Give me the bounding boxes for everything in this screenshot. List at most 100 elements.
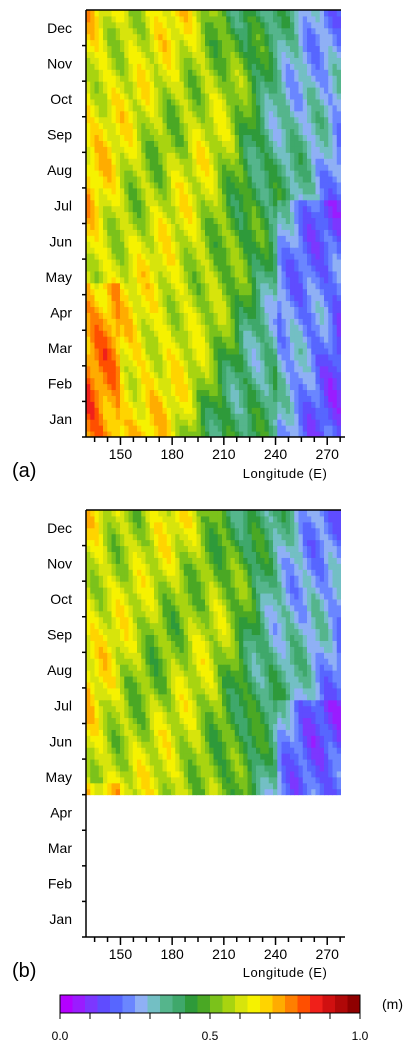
heatmap-cell: [247, 33, 253, 41]
heatmap-cell: [158, 330, 163, 337]
heatmap-cell: [90, 353, 95, 361]
heatmap-cell: [205, 211, 210, 219]
heatmap-cell: [217, 782, 223, 790]
heatmap-cell: [319, 377, 325, 385]
heatmap-cell: [239, 735, 244, 742]
heatmap-cell: [281, 401, 287, 408]
heatmap-cell: [145, 395, 151, 402]
heatmap-cell: [94, 87, 100, 94]
heatmap-cell: [132, 348, 138, 355]
heatmap-cell: [209, 747, 214, 754]
heatmap-cell: [145, 181, 151, 189]
heatmap-cell: [166, 765, 172, 772]
heatmap-cell: [285, 21, 291, 29]
heatmap-cell: [200, 211, 206, 219]
heatmap-cell: [234, 288, 240, 296]
heatmap-cell: [315, 39, 321, 47]
heatmap-cell: [171, 419, 176, 426]
heatmap-cell: [183, 753, 189, 760]
heatmap-cell: [298, 425, 304, 432]
heatmap-cell: [302, 27, 308, 35]
heatmap-cell: [268, 276, 274, 284]
heatmap-cell: [239, 81, 244, 88]
heatmap-cell: [196, 15, 202, 23]
heatmap-cell: [298, 259, 304, 266]
heatmap-cell: [213, 39, 219, 47]
heatmap-cell: [302, 33, 308, 41]
heatmap-cell: [132, 407, 138, 414]
heatmap-cell: [175, 431, 180, 437]
heatmap-cell: [268, 377, 274, 385]
heatmap-cell: [298, 377, 304, 385]
heatmap-cell: [213, 741, 219, 748]
heatmap-cell: [264, 181, 270, 189]
heatmap-cell: [86, 401, 91, 408]
heatmap-cell: [294, 193, 299, 201]
heatmap-cell: [171, 348, 176, 355]
heatmap-cell: [86, 759, 91, 766]
heatmap-cell: [162, 235, 168, 242]
heatmap-cell: [243, 253, 248, 260]
heatmap-cell: [162, 365, 168, 373]
heatmap-cell: [86, 134, 91, 141]
heatmap-cell: [162, 69, 168, 76]
heatmap-cell: [111, 371, 117, 379]
heatmap-cell: [107, 741, 112, 748]
heatmap-cell: [154, 98, 159, 106]
heatmap-cell: [277, 765, 282, 772]
heatmap-cell: [230, 104, 236, 112]
heatmap-cell: [319, 193, 325, 201]
heatmap-cell: [234, 187, 240, 195]
heatmap-cell: [86, 211, 91, 219]
heatmap-cell: [251, 312, 257, 319]
heatmap-cell: [328, 782, 333, 790]
heatmap-cell: [256, 253, 261, 260]
heatmap-cell: [94, 45, 100, 53]
heatmap-cell: [200, 27, 206, 35]
heatmap-cell: [222, 247, 227, 254]
heatmap-cell: [154, 128, 159, 136]
heatmap-cell: [196, 181, 202, 189]
heatmap-cell: [171, 413, 176, 420]
heatmap-cell: [260, 116, 265, 124]
heatmap-cell: [226, 211, 231, 219]
heatmap-cell: [315, 425, 321, 432]
heatmap-cell: [307, 401, 312, 408]
heatmap-cell: [209, 431, 214, 437]
heatmap-cell: [294, 389, 299, 396]
heatmap-cell: [256, 377, 261, 385]
heatmap-cell: [247, 27, 253, 35]
heatmap-cell: [137, 134, 142, 141]
heatmap-cell: [137, 359, 142, 367]
heatmap-cell: [324, 753, 329, 760]
heatmap-cell: [103, 282, 108, 290]
heatmap-cell: [175, 39, 180, 47]
heatmap-cell: [298, 116, 304, 124]
heatmap-cell: [273, 288, 278, 296]
heatmap-cell: [196, 741, 202, 748]
heatmap-cell: [90, 318, 95, 325]
heatmap-cell: [243, 312, 248, 319]
heatmap-cell: [239, 33, 244, 41]
heatmap-cell: [94, 63, 100, 70]
heatmap-cell: [154, 104, 159, 112]
heatmap-cell: [332, 176, 338, 183]
heatmap-cell: [171, 187, 176, 195]
heatmap-cell: [171, 39, 176, 47]
heatmap-cell: [90, 170, 95, 177]
heatmap-cell: [183, 348, 189, 355]
heatmap-cell: [205, 134, 210, 141]
heatmap-cell: [188, 158, 193, 165]
heatmap-cell: [209, 401, 214, 408]
heatmap-cell: [120, 419, 125, 426]
heatmap-cell: [328, 788, 333, 796]
heatmap-cell: [188, 383, 193, 391]
heatmap-cell: [324, 395, 329, 402]
heatmap-cell: [98, 164, 104, 171]
heatmap-cell: [175, 75, 180, 82]
heatmap-cell: [111, 152, 117, 159]
heatmap-cell: [239, 259, 244, 266]
heatmap-cell: [247, 57, 253, 64]
heatmap-cell: [196, 377, 202, 385]
heatmap-cell: [260, 128, 265, 136]
